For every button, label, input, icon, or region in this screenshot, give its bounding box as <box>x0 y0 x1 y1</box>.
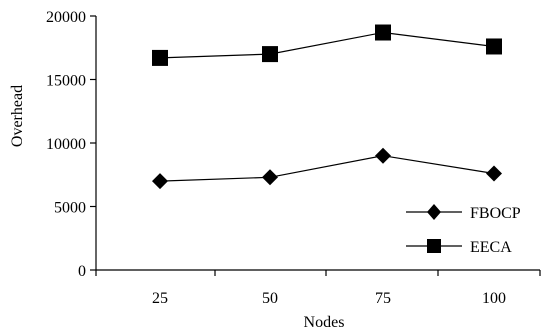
y-ticks: 0 5000 10000 15000 20000 <box>46 9 96 280</box>
y-tick-label: 0 <box>78 263 86 280</box>
data-point-fbocp <box>152 173 168 190</box>
x-tick-label: 25 <box>152 290 168 307</box>
x-axis-title: Nodes <box>304 314 345 331</box>
legend-label-eeca: EECA <box>470 239 512 256</box>
data-point-fbocp <box>262 169 278 186</box>
y-tick-label: 5000 <box>54 200 86 217</box>
y-tick-label: 20000 <box>46 9 86 26</box>
x-tick-label: 75 <box>375 290 391 307</box>
data-point-fbocp <box>375 147 391 164</box>
legend: FBOCP EECA <box>406 204 521 256</box>
data-point-eeca <box>375 24 391 41</box>
y-tick-label: 10000 <box>46 136 86 153</box>
y-tick-label: 15000 <box>46 73 86 90</box>
x-ticks: 25 50 75 100 <box>95 270 541 307</box>
data-point-eeca <box>262 46 278 63</box>
series-layer <box>152 24 502 190</box>
data-point-eeca <box>486 38 502 55</box>
series-line-eeca <box>159 31 495 59</box>
legend-label-fbocp: FBOCP <box>470 205 521 222</box>
x-tick-label: 100 <box>482 290 506 307</box>
legend-item-eeca: EECA <box>406 239 512 256</box>
series-line-fbocp <box>159 155 495 182</box>
legend-marker-eeca <box>427 239 441 253</box>
legend-item-fbocp: FBOCP <box>406 204 521 222</box>
legend-marker-fbocp <box>427 204 441 220</box>
y-axis-title: Overhead <box>9 85 26 147</box>
x-tick-label: 50 <box>262 290 278 307</box>
data-point-fbocp <box>486 165 502 182</box>
data-point-eeca <box>152 49 168 66</box>
